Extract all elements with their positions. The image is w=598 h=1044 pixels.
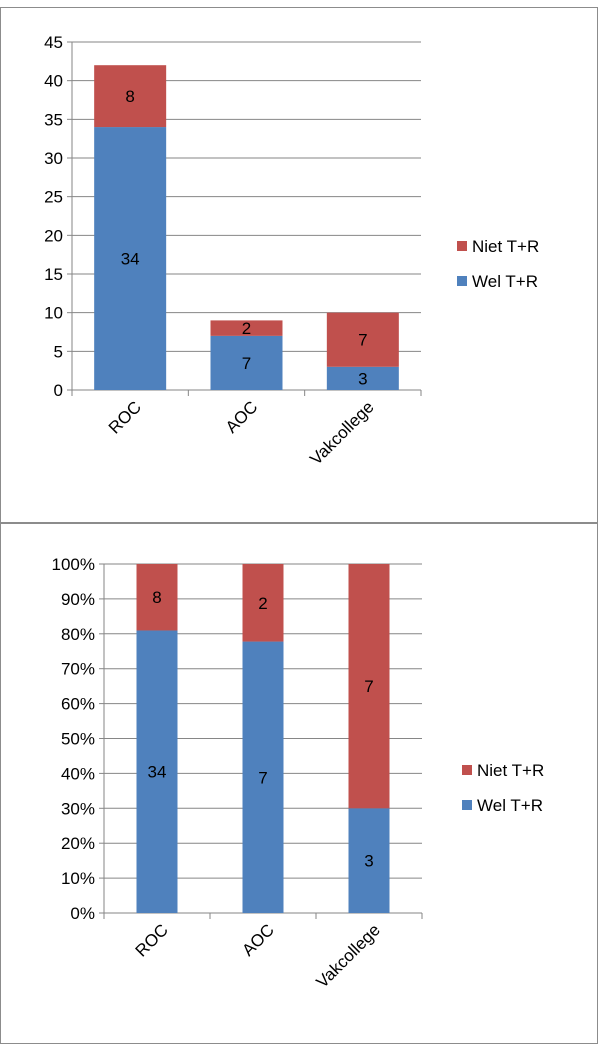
data-label: 7: [364, 677, 373, 696]
data-label: 7: [242, 354, 251, 373]
legend-swatch: [457, 241, 467, 251]
chart-top-panel: 0 5 10 15 20 25 30 35 40 45 34 8 ROC 7 2 AOC 3 7 Vakcolleg…: [0, 7, 598, 523]
legend-label: Niet T+R: [477, 761, 544, 780]
data-label: 34: [121, 250, 140, 269]
chart-bottom-panel: 0% 10% 20% 30% 40% 50% 60% 70% 80% 90% 100% 34 8 ROC 7…: [0, 523, 598, 1044]
y-tick-label: 10: [44, 304, 63, 323]
y-tick-label: 70%: [61, 660, 95, 679]
y-tick-label: 30: [44, 149, 63, 168]
y-tick-label: 50%: [61, 730, 95, 749]
bar-wel-roc: [136, 630, 178, 913]
data-label: 8: [152, 588, 161, 607]
stacked-count-chart: 0 5 10 15 20 25 30 35 40 45 34 8 ROC 7 2 AOC 3 7 Vakcolleg…: [44, 33, 539, 469]
data-label: 34: [148, 763, 167, 782]
y-tick-label: 0%: [70, 904, 95, 923]
y-tick-label: 35: [44, 110, 63, 129]
y-tick-label: 30%: [61, 799, 95, 818]
y-tick-label: 20%: [61, 834, 95, 853]
x-category-label: Vakcollege: [312, 920, 383, 991]
legend-swatch: [462, 765, 472, 775]
y-tick-label: 20: [44, 226, 63, 245]
legend-swatch: [462, 800, 472, 810]
legend-label: Wel T+R: [477, 796, 543, 815]
bar-niet-aoc: [242, 564, 284, 642]
legend-swatch: [457, 276, 467, 286]
x-category-label: ROC: [132, 920, 172, 960]
x-category-label: AOC: [222, 397, 261, 436]
bar-niet-vakcollege: [326, 312, 399, 367]
y-tick-label: 100%: [52, 555, 95, 574]
data-label: 7: [258, 768, 267, 787]
y-tick-label: 40: [44, 72, 63, 91]
x-category-label: AOC: [238, 920, 277, 959]
bar-wel-vakcollege: [326, 366, 399, 390]
bar-wel-vakcollege: [348, 808, 390, 913]
y-tick-label: 5: [54, 342, 63, 361]
bar-niet-roc: [136, 564, 178, 631]
legend-label: Wel T+R: [472, 272, 538, 291]
x-category-label: ROC: [105, 397, 145, 437]
y-tick-label: 40%: [61, 764, 95, 783]
legend-label: Niet T+R: [472, 237, 539, 256]
data-label: 8: [125, 87, 134, 106]
data-label: 3: [358, 369, 367, 388]
bar-wel-roc: [94, 127, 167, 391]
bar-niet-vakcollege: [348, 564, 390, 809]
bar-niet-aoc: [210, 320, 283, 336]
bar-niet-roc: [94, 65, 167, 128]
x-category-label: Vakcollege: [306, 397, 377, 468]
y-tick-label: 10%: [61, 869, 95, 888]
y-tick-label: 0: [54, 381, 63, 400]
y-tick-label: 80%: [61, 625, 95, 644]
data-label: 2: [258, 594, 267, 613]
y-tick-label: 25: [44, 188, 63, 207]
data-label: 7: [358, 331, 367, 350]
data-label: 2: [242, 319, 251, 338]
bar-wel-aoc: [242, 641, 284, 913]
stacked-percent-chart: 0% 10% 20% 30% 40% 50% 60% 70% 80% 90% 100% 34 8 ROC 7…: [52, 555, 545, 992]
y-tick-label: 45: [44, 33, 63, 52]
y-tick-label: 90%: [61, 590, 95, 609]
y-tick-label: 15: [44, 265, 63, 284]
bar-wel-aoc: [210, 335, 283, 390]
y-tick-label: 60%: [61, 695, 95, 714]
data-label: 3: [364, 852, 373, 871]
